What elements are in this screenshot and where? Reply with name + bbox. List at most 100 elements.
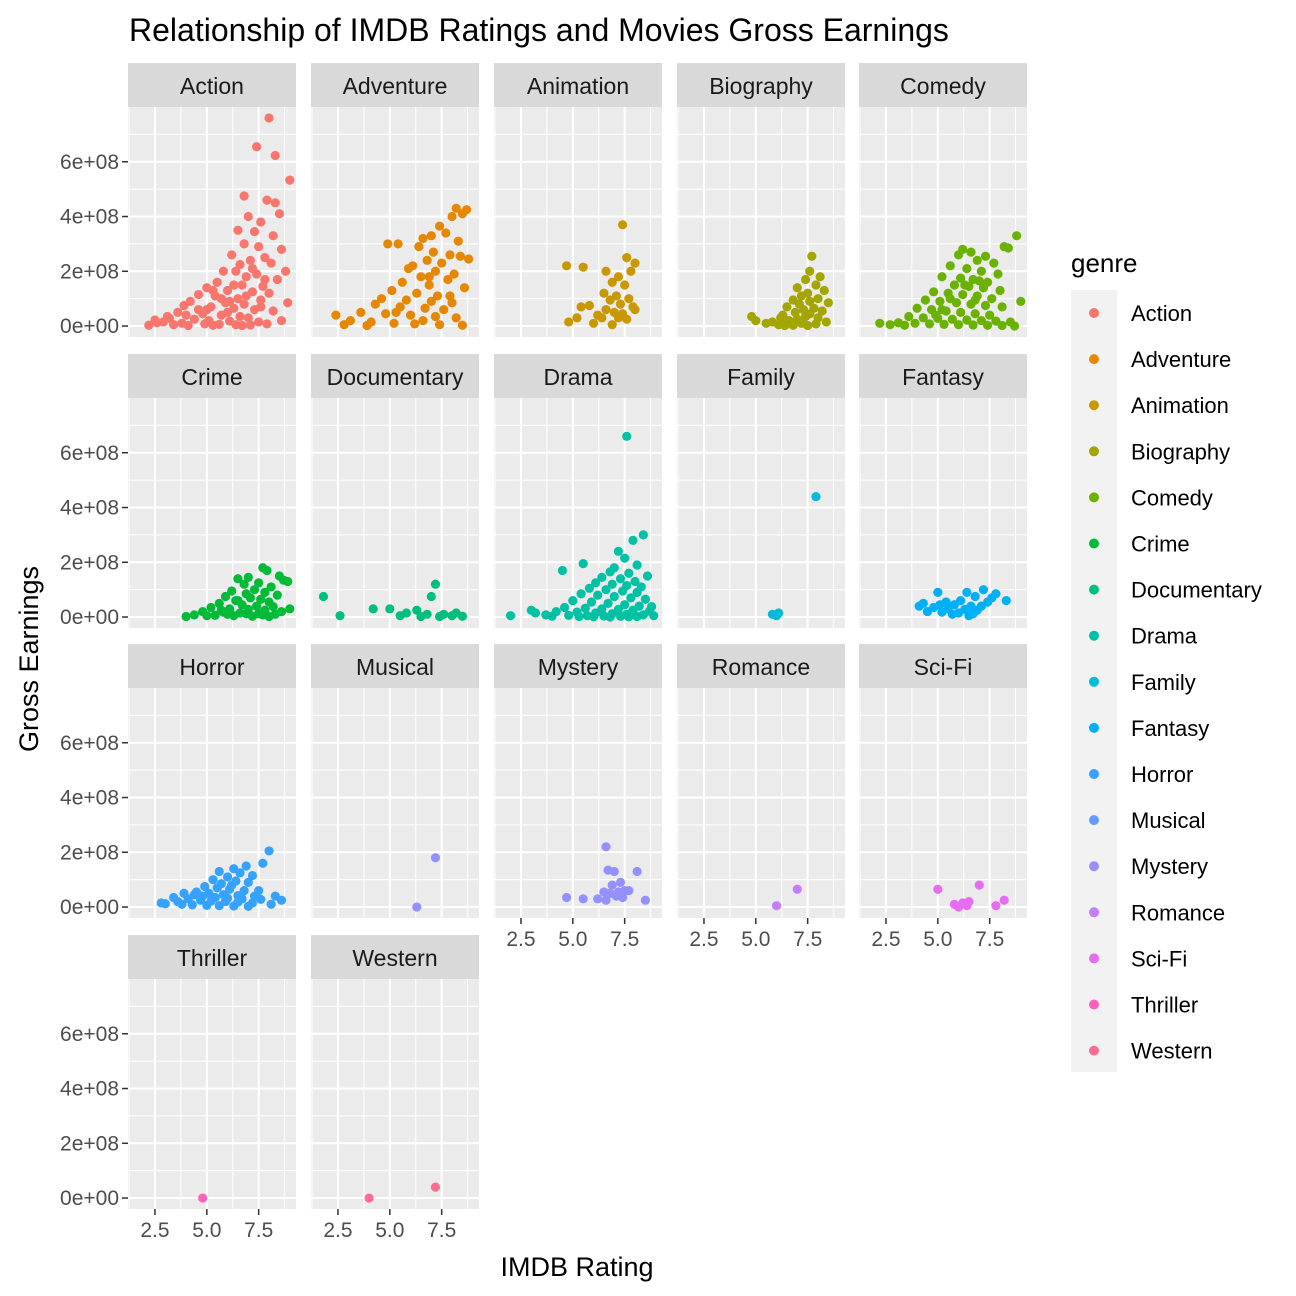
y-tick-label: 2e+08 <box>60 551 119 574</box>
data-point <box>953 902 964 912</box>
legend-item: Fantasy <box>1089 716 1209 741</box>
data-point <box>912 303 922 313</box>
data-point <box>430 311 441 322</box>
y-tick-label: 6e+08 <box>60 1023 119 1046</box>
data-point <box>235 259 245 270</box>
data-point <box>557 565 568 576</box>
data-point <box>459 283 470 293</box>
data-point <box>999 895 1009 905</box>
y-tick-label: 4e+08 <box>60 1078 119 1101</box>
data-point <box>370 299 380 309</box>
data-point <box>256 594 266 604</box>
data-point <box>254 578 264 588</box>
data-point <box>607 320 617 330</box>
data-point <box>962 263 972 274</box>
data-point <box>183 320 193 331</box>
data-point <box>239 579 249 589</box>
data-point <box>220 591 231 602</box>
data-point <box>200 319 210 329</box>
facet-comedy: Comedy <box>859 63 1027 337</box>
facet-strip-label: Adventure <box>343 73 448 99</box>
facet-strip-label: Documentary <box>327 364 464 390</box>
facet-strip-label: Family <box>727 364 795 390</box>
legend-item: Horror <box>1089 762 1193 787</box>
legend-label: Action <box>1131 301 1192 326</box>
data-point <box>401 608 412 618</box>
data-point <box>578 262 588 272</box>
data-point <box>225 296 235 307</box>
data-point <box>561 892 572 903</box>
data-point <box>630 576 640 587</box>
facet-musical: Musical <box>311 644 479 918</box>
data-point <box>578 559 588 569</box>
data-point <box>262 195 272 205</box>
legend-item: Crime <box>1089 532 1190 557</box>
data-point <box>782 302 792 312</box>
facet-mystery: Mystery 2.5 5.0 7.5 <box>494 644 662 951</box>
data-point <box>233 574 243 584</box>
data-point <box>788 320 798 330</box>
data-point <box>270 198 280 208</box>
y-tick-label: 6e+08 <box>60 151 119 174</box>
data-point <box>233 294 243 304</box>
data-point <box>978 585 989 595</box>
data-point <box>235 311 245 322</box>
data-point <box>982 597 993 607</box>
data-point <box>233 596 243 606</box>
facet-thriller: Thriller 0e+00 2e+08 4e+08 6e+08 2.5 5.0 7.5 <box>60 935 296 1242</box>
data-point <box>243 313 253 323</box>
data-point <box>391 307 401 317</box>
x-tick-label: 7.5 <box>975 928 1004 951</box>
data-point <box>933 587 943 598</box>
data-point <box>241 291 251 301</box>
data-point <box>256 217 266 227</box>
data-point <box>256 295 266 305</box>
facet-strip-label: Comedy <box>900 73 986 99</box>
data-point <box>229 280 239 290</box>
data-point <box>412 902 422 912</box>
x-tick-label: 2.5 <box>140 1219 169 1242</box>
data-point <box>276 315 287 326</box>
data-point <box>401 295 412 305</box>
legend-title: genre <box>1071 248 1138 278</box>
data-point <box>920 295 930 305</box>
data-point <box>420 303 430 313</box>
data-point <box>613 272 624 282</box>
data-point <box>237 280 247 290</box>
legend-item: Mystery <box>1089 854 1208 879</box>
x-tick-label: 7.5 <box>244 1219 273 1242</box>
data-point <box>464 254 474 264</box>
data-point <box>987 294 997 304</box>
data-point <box>243 211 253 222</box>
data-point <box>274 209 285 219</box>
data-point <box>251 142 262 152</box>
data-point <box>453 236 463 246</box>
data-point <box>362 320 372 331</box>
facet-strip <box>311 644 479 688</box>
data-point <box>995 285 1005 296</box>
data-point <box>356 307 366 317</box>
data-point <box>403 263 414 274</box>
legend-label: Adventure <box>1131 347 1231 372</box>
data-point <box>202 611 212 621</box>
data-point <box>405 310 416 320</box>
data-point <box>206 602 216 613</box>
legend-label: Thriller <box>1131 993 1198 1018</box>
data-point <box>597 572 607 582</box>
data-point <box>430 853 441 863</box>
facet-panels: Action 0e+00 2e+08 4e+08 6e+08 Adventure Anima… <box>60 63 1027 1242</box>
legend-item: Thriller <box>1089 993 1198 1018</box>
data-point <box>339 320 349 330</box>
data-point <box>424 272 434 282</box>
data-point <box>256 302 266 312</box>
data-point <box>208 320 218 330</box>
legend-items: Action Adventure Animation Biography Comedy C… <box>1089 301 1262 1064</box>
data-point <box>276 606 287 617</box>
data-point <box>949 280 960 290</box>
legend-label: Drama <box>1131 624 1198 649</box>
data-point <box>455 251 465 261</box>
legend-key <box>1089 308 1099 318</box>
data-point <box>584 300 595 311</box>
data-point <box>980 300 991 311</box>
data-point <box>945 294 955 304</box>
